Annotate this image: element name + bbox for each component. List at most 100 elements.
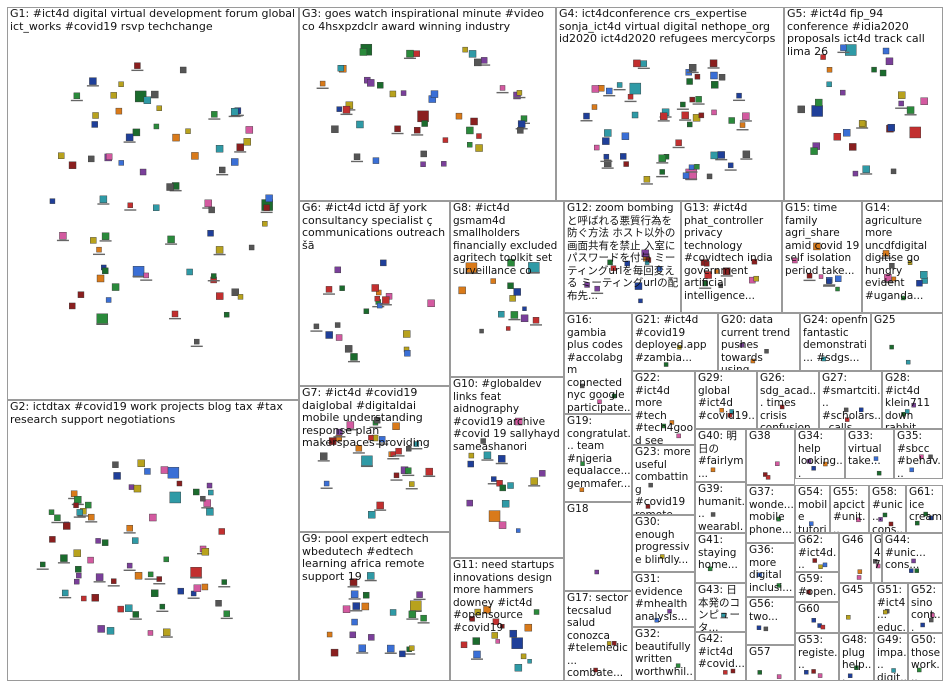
user-node bbox=[909, 467, 914, 473]
user-node bbox=[211, 111, 218, 118]
node-label-mark bbox=[513, 96, 526, 99]
group-label-g57: G57 bbox=[749, 646, 771, 658]
user-node bbox=[616, 82, 623, 88]
user-node bbox=[219, 166, 226, 174]
group-label-g8: G8: #ict4d gsmam4d smallholders financia… bbox=[453, 202, 561, 277]
user-node bbox=[110, 92, 117, 99]
user-node bbox=[200, 495, 206, 502]
node-label-mark bbox=[405, 488, 418, 490]
user-node bbox=[378, 436, 386, 443]
node-label-mark bbox=[733, 99, 746, 102]
group-label-g56: G56: two... bbox=[749, 598, 778, 623]
user-node bbox=[151, 90, 159, 99]
user-node bbox=[490, 278, 496, 284]
node-label-mark bbox=[207, 280, 220, 282]
user-node bbox=[654, 618, 660, 623]
node-label-mark bbox=[260, 211, 273, 214]
group-panel-g21: G21: #ict4d #covid19 deployed.app #zambi… bbox=[632, 313, 718, 371]
node-label-mark bbox=[77, 515, 90, 517]
hub-node bbox=[169, 491, 181, 504]
user-node bbox=[889, 344, 894, 350]
user-node bbox=[811, 466, 816, 471]
user-node bbox=[920, 97, 928, 105]
user-node bbox=[368, 435, 374, 441]
group-panel-g41: G41: staying home... bbox=[695, 533, 746, 583]
group-panel-g35: G35: #sbcc #behav... bbox=[894, 429, 943, 479]
node-label-mark bbox=[218, 586, 231, 588]
user-node bbox=[143, 272, 149, 279]
group-label-g36: G36: more digital inclusi... bbox=[749, 544, 793, 594]
group-panel-g62: G62: #ict4d... bbox=[795, 533, 839, 572]
user-node bbox=[382, 296, 390, 304]
user-node bbox=[118, 160, 124, 166]
node-label-mark bbox=[707, 67, 720, 69]
user-node bbox=[711, 81, 719, 89]
user-node bbox=[466, 499, 473, 507]
hub-node bbox=[488, 510, 501, 522]
user-node bbox=[638, 298, 643, 304]
user-node bbox=[645, 504, 651, 509]
node-label-mark bbox=[107, 585, 120, 587]
group-panel-g59: G59: #open... bbox=[795, 572, 839, 602]
hub-node bbox=[167, 466, 180, 479]
group-panel-g8: G8: #ict4d gsmam4d smallholders financia… bbox=[450, 201, 564, 377]
user-node bbox=[101, 232, 110, 240]
group-panel-g29: G29: global #ict4d #covid19... bbox=[695, 371, 757, 429]
group-label-g10: G10: #globaldev links feat aidnography #… bbox=[453, 378, 564, 453]
group-panel-g4: G4: ict4dconference crs_expertise sonja_… bbox=[556, 7, 784, 201]
user-node bbox=[763, 472, 768, 477]
group-label-g55: G55: apcict #unit... bbox=[833, 486, 869, 533]
group-panel-g38: G38 bbox=[746, 429, 795, 485]
group-panel-g27: G27: #smartciti... #scholars... calls... bbox=[819, 371, 882, 429]
user-node bbox=[91, 594, 99, 602]
user-node bbox=[906, 106, 915, 114]
node-label-mark bbox=[724, 169, 737, 171]
user-node bbox=[714, 269, 719, 274]
user-node bbox=[185, 128, 191, 134]
user-node bbox=[392, 422, 400, 430]
group-panel-g61: G61: ice cream bbox=[906, 485, 943, 533]
group-label-g60: G60 bbox=[798, 603, 820, 615]
node-label-mark bbox=[740, 158, 753, 160]
node-label-mark bbox=[470, 658, 483, 660]
group-panel-g51: G51: #ict4... educ... bbox=[874, 583, 908, 633]
group-label-g61: G61: ice cream bbox=[909, 486, 942, 523]
user-node bbox=[885, 57, 894, 66]
group-label-g32: G32: beautifully written worthwhil... bbox=[635, 628, 693, 680]
user-node bbox=[846, 615, 851, 620]
user-node bbox=[520, 314, 529, 323]
user-node bbox=[105, 297, 112, 303]
user-node bbox=[491, 632, 499, 639]
user-node bbox=[594, 285, 600, 292]
node-label-mark bbox=[310, 330, 323, 332]
user-node bbox=[856, 575, 862, 580]
user-node bbox=[263, 204, 270, 211]
user-node bbox=[420, 614, 427, 622]
node-label-mark bbox=[715, 158, 728, 161]
user-node bbox=[193, 584, 202, 592]
user-node bbox=[656, 266, 663, 272]
user-node bbox=[669, 420, 675, 425]
hub-node bbox=[811, 105, 823, 117]
user-node bbox=[156, 105, 162, 111]
node-label-mark bbox=[686, 71, 699, 74]
user-node bbox=[88, 155, 95, 163]
group-panel-g19: G19: congratulat... team #nigeria equala… bbox=[564, 414, 632, 502]
user-node bbox=[689, 96, 695, 103]
user-node bbox=[776, 516, 781, 522]
user-node bbox=[420, 161, 426, 167]
user-node bbox=[710, 467, 716, 473]
user-node bbox=[804, 670, 809, 675]
user-node bbox=[353, 153, 361, 160]
group-label-g2: G2: ictdtax #covid19 work projects blog … bbox=[10, 400, 287, 426]
user-node bbox=[483, 451, 492, 460]
user-node bbox=[711, 109, 717, 116]
node-label-mark bbox=[93, 581, 106, 583]
user-node bbox=[204, 199, 212, 208]
user-node bbox=[73, 502, 79, 509]
group-panel-g18: G18 bbox=[564, 502, 632, 591]
node-label-mark bbox=[656, 162, 669, 164]
user-node bbox=[579, 487, 585, 492]
group-label-g46: G46 bbox=[842, 534, 864, 546]
hub-node bbox=[361, 455, 373, 468]
